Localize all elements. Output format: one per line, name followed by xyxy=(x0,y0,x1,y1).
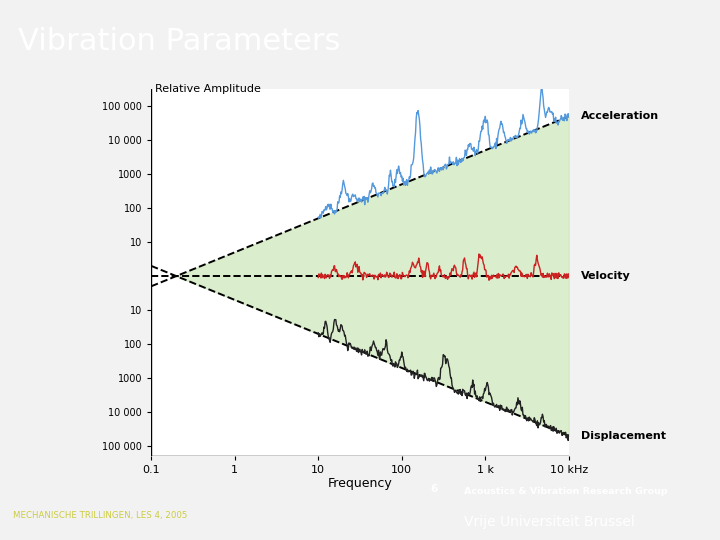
Text: 6: 6 xyxy=(430,484,438,494)
Text: MECHANISCHE TRILLINGEN, LES 4, 2005: MECHANISCHE TRILLINGEN, LES 4, 2005 xyxy=(13,511,187,520)
Text: Frequency: Frequency xyxy=(328,477,392,490)
Text: Relative Amplitude: Relative Amplitude xyxy=(156,84,261,94)
Text: Vibration Parameters: Vibration Parameters xyxy=(18,27,341,56)
Text: Acoustics & Vibration Research Group: Acoustics & Vibration Research Group xyxy=(464,487,668,496)
Text: Velocity: Velocity xyxy=(581,271,631,281)
Text: Vrije Universiteit Brussel: Vrije Universiteit Brussel xyxy=(464,515,635,529)
Text: Displacement: Displacement xyxy=(581,431,666,441)
Text: Acceleration: Acceleration xyxy=(581,111,660,122)
